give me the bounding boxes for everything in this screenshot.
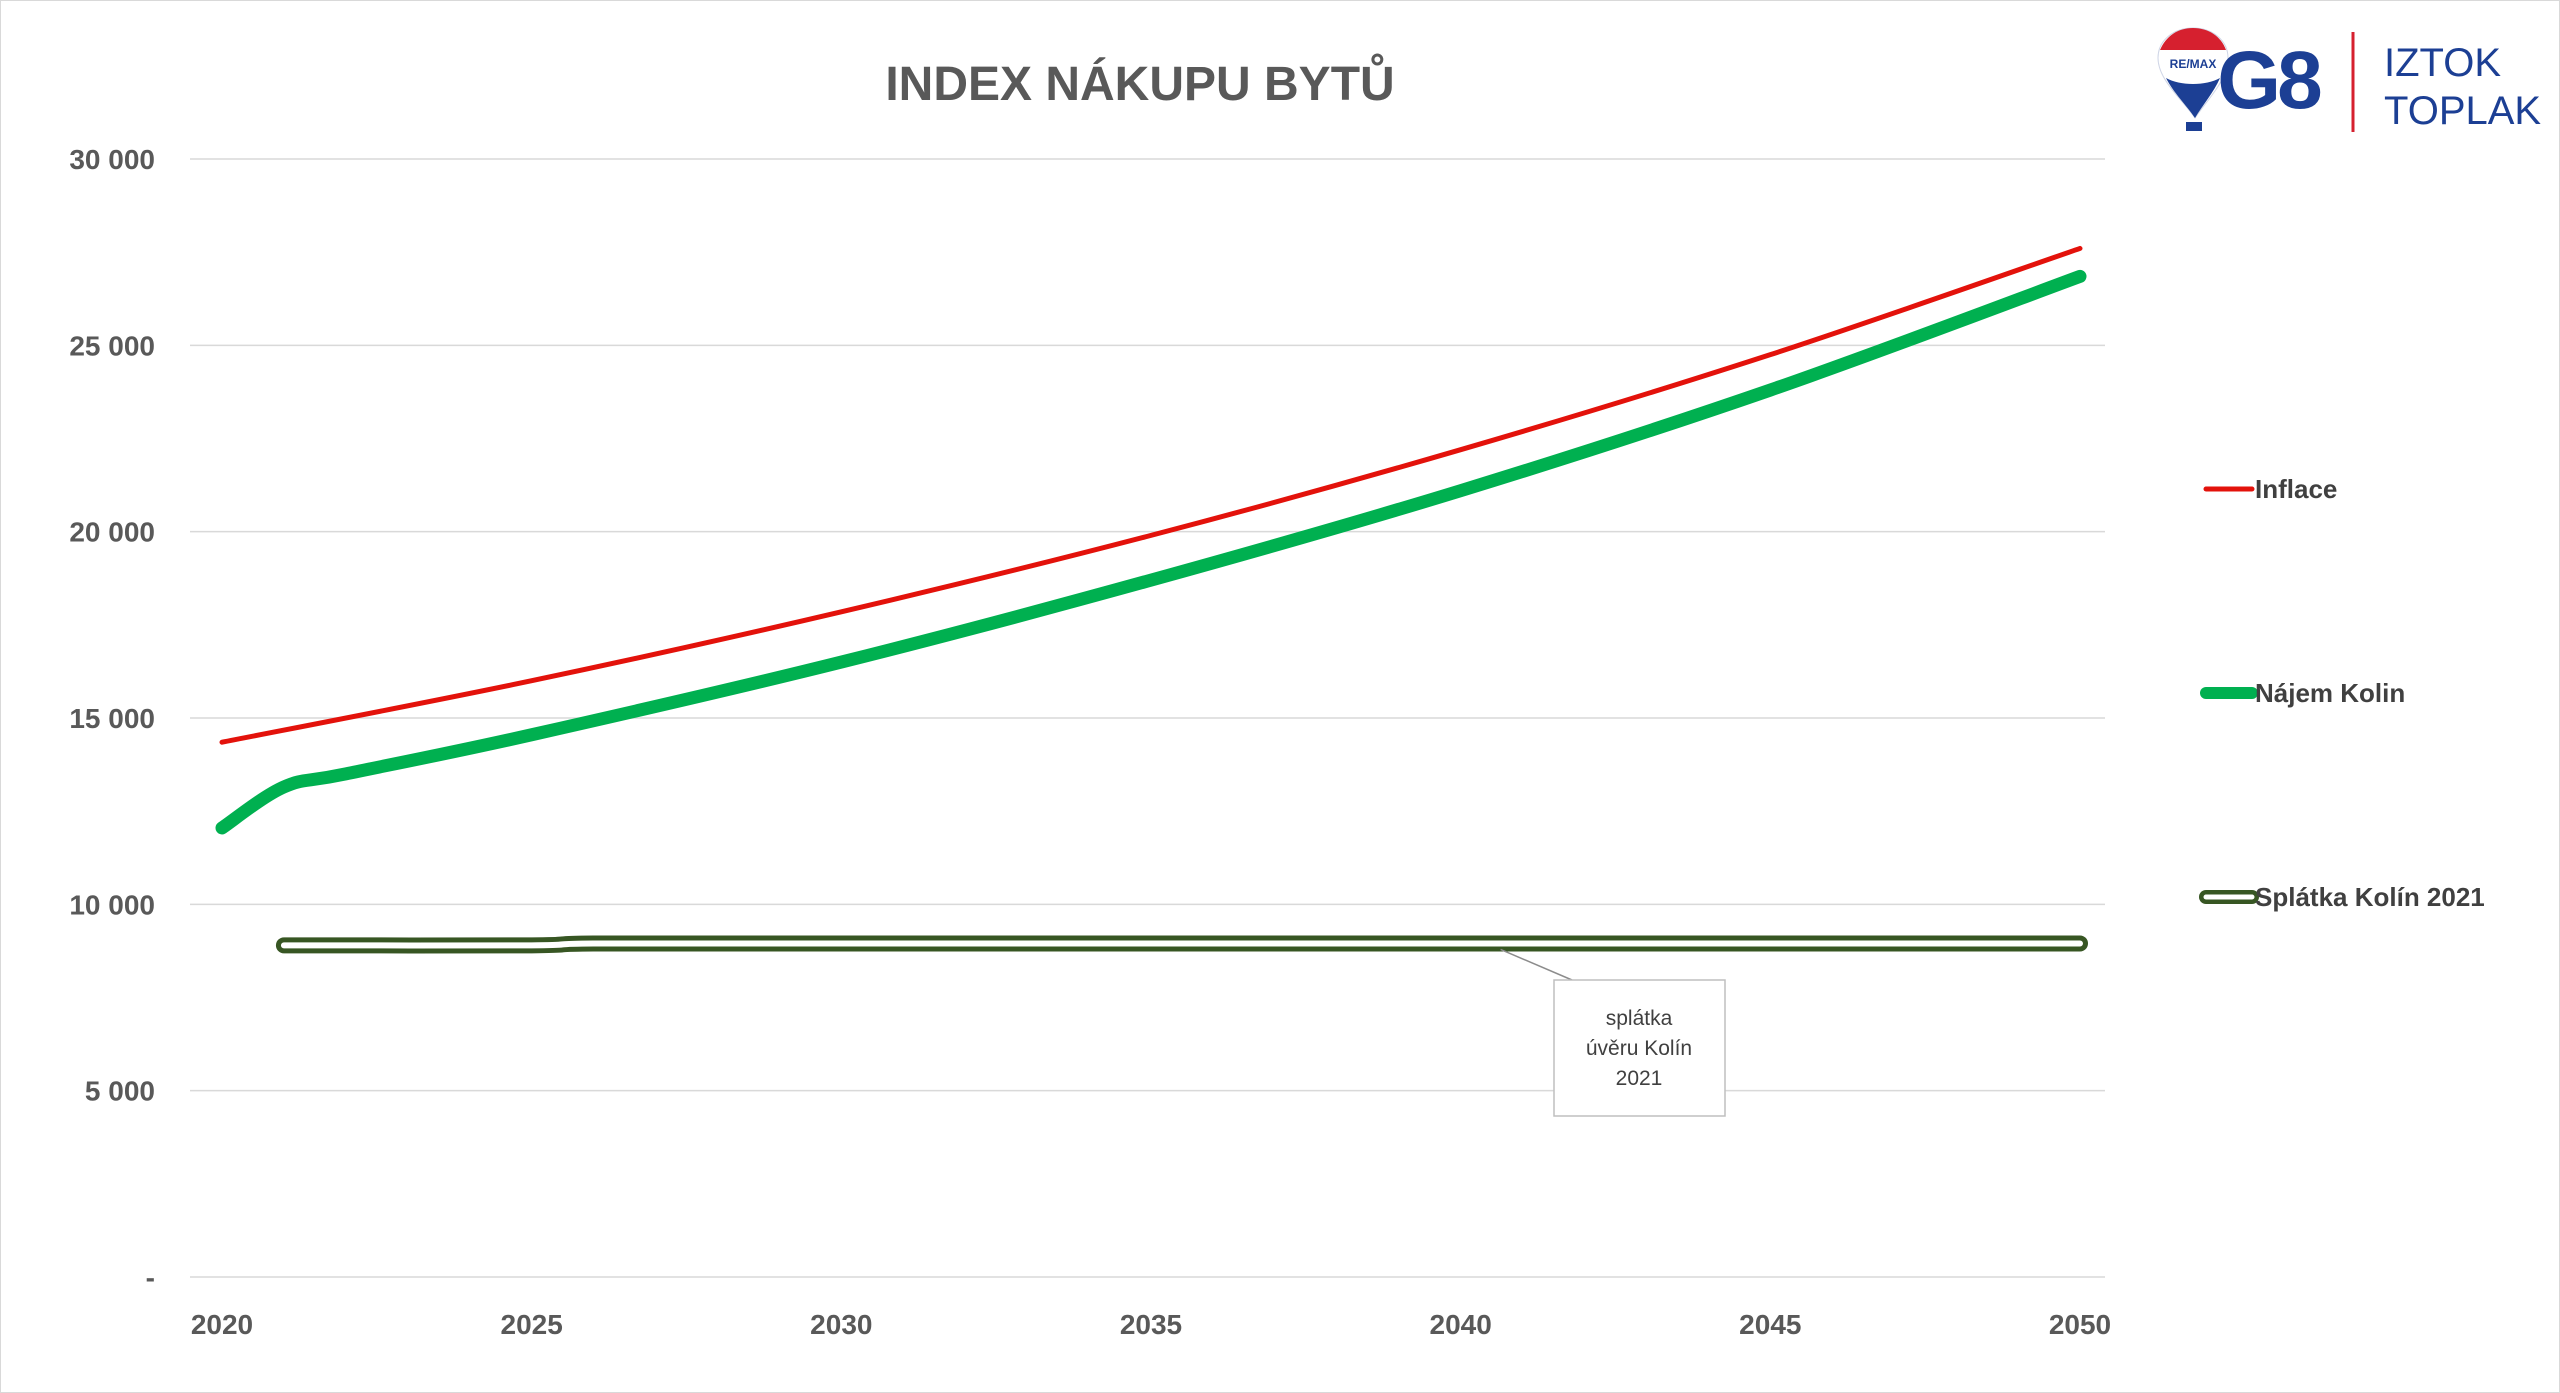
y-tick-label: 5 000 bbox=[85, 1076, 155, 1107]
balloon-label: RE/MAX bbox=[2170, 57, 2217, 71]
x-tick-label: 2035 bbox=[1120, 1309, 1182, 1340]
y-tick-label: 25 000 bbox=[69, 330, 155, 361]
y-tick-label: - bbox=[146, 1262, 155, 1293]
x-tick-label: 2050 bbox=[2049, 1309, 2111, 1340]
series-line-inner bbox=[280, 940, 2083, 949]
x-tick-label: 2025 bbox=[501, 1309, 563, 1340]
legend: Inflace Nájem Kolin Splátka Kolín 2021 bbox=[2199, 474, 2485, 912]
legend-label: Inflace bbox=[2255, 474, 2337, 504]
gridlines bbox=[190, 158, 2105, 1278]
callout-text-line: úvěru Kolín bbox=[1586, 1037, 1692, 1060]
series-lines bbox=[215, 245, 2088, 954]
y-tick-label: 20 000 bbox=[69, 517, 155, 548]
chart-title: INDEX NÁKUPU BYTŮ bbox=[885, 52, 1394, 111]
x-axis-tick-labels: 2020 2025 2030 2035 2040 2045 2050 bbox=[191, 1309, 2111, 1340]
y-tick-label: 30 000 bbox=[69, 144, 155, 175]
brand-name-line1: IZTOK bbox=[2384, 41, 2501, 85]
legend-label: Splátka Kolín 2021 bbox=[2255, 882, 2485, 912]
y-tick-label: 10 000 bbox=[69, 889, 155, 920]
balloon-icon: RE/MAX bbox=[2157, 27, 2229, 131]
x-tick-label: 2040 bbox=[1430, 1309, 1492, 1340]
series-line bbox=[219, 245, 2083, 745]
brand-name-line2: TOPLAK bbox=[2384, 89, 2541, 133]
callout-box bbox=[1553, 979, 1726, 1117]
annotation-callout: splátka úvěru Kolín 2021 bbox=[1500, 948, 1726, 1117]
callout-leader bbox=[1500, 948, 1573, 981]
x-tick-label: 2045 bbox=[1739, 1309, 1801, 1340]
x-tick-label: 2030 bbox=[810, 1309, 872, 1340]
brand-logo: RE/MAX G8 IZTOK TOPLAK bbox=[2157, 27, 2541, 133]
g8-logo-mark: G8 bbox=[2217, 35, 2321, 126]
legend-label: Nájem Kolin bbox=[2255, 678, 2405, 708]
y-tick-label: 15 000 bbox=[69, 703, 155, 734]
series-line bbox=[215, 269, 2087, 835]
y-axis-tick-labels: - 5 000 10 000 15 000 20 000 25 000 30 000 bbox=[69, 144, 155, 1293]
callout-text-line: 2021 bbox=[1616, 1067, 1663, 1090]
x-tick-label: 2020 bbox=[191, 1309, 253, 1340]
callout-text-line: splátka bbox=[1606, 1007, 1673, 1030]
